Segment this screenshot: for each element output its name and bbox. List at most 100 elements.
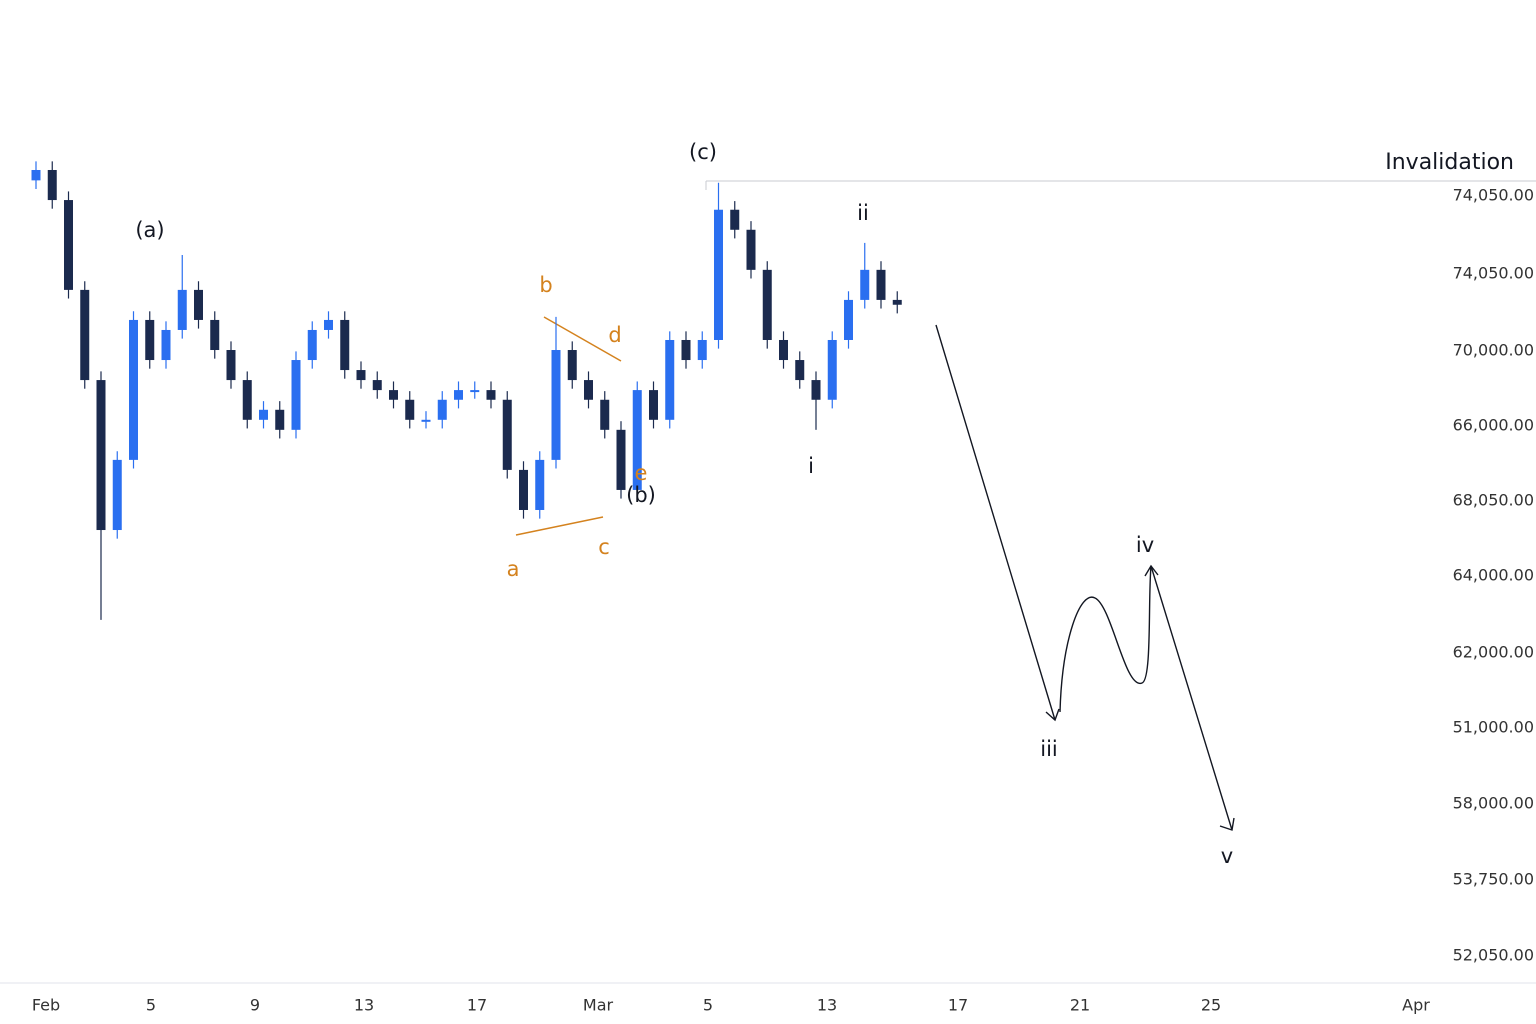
candle-body	[291, 360, 301, 430]
candle-body	[714, 209, 723, 340]
invalidation-label: Invalidation	[1385, 150, 1514, 175]
candle-body	[795, 360, 805, 381]
candle-body	[519, 469, 528, 510]
wave-label: (b)	[626, 483, 656, 507]
candle-body	[161, 329, 171, 361]
candle-body	[470, 390, 480, 393]
candle-body	[697, 339, 707, 361]
candle-body	[567, 350, 577, 381]
candle-body	[421, 419, 431, 422]
candle-body	[129, 319, 138, 460]
candle-body	[80, 289, 90, 381]
x-tick-label: Mar	[583, 996, 614, 1015]
wave-label: iv	[1136, 533, 1154, 557]
candle-body	[275, 409, 285, 430]
x-tick-label: 13	[817, 996, 837, 1015]
candle-body	[649, 390, 658, 420]
triangle-label: e	[635, 461, 648, 485]
candle-body	[242, 380, 252, 420]
y-tick-label: 52,050.00	[1453, 946, 1534, 965]
x-tick-label: 17	[467, 996, 487, 1015]
wave-label: iii	[1040, 737, 1058, 761]
candle-body	[47, 169, 57, 201]
wave-label: i	[808, 454, 814, 478]
candle-body	[551, 350, 561, 460]
candle-body	[811, 380, 821, 400]
y-tick-label: 51,000.00	[1453, 718, 1534, 737]
triangle-label: c	[598, 535, 610, 559]
candle-body	[827, 339, 837, 400]
candle-body	[762, 269, 772, 340]
x-tick-label: Apr	[1402, 996, 1430, 1015]
candle-body	[860, 269, 870, 300]
candle-body	[340, 319, 350, 371]
y-tick-label: 64,000.00	[1453, 566, 1534, 585]
wave-label: ii	[857, 201, 869, 225]
candle-body	[892, 299, 902, 305]
candle-body	[486, 390, 496, 400]
candle-body	[746, 229, 756, 270]
candle-body	[356, 370, 366, 381]
y-tick-label: 68,050.00	[1453, 491, 1534, 510]
y-tick-label: 74,050.00	[1453, 264, 1534, 283]
triangle-label: b	[539, 273, 552, 297]
candle-body	[405, 399, 415, 420]
wave-label: (c)	[689, 140, 717, 164]
candle-body	[389, 390, 398, 400]
y-tick-label: 70,000.00	[1453, 341, 1534, 360]
candle-body	[779, 339, 788, 361]
forecast-leg-iii	[935, 324, 1060, 722]
candle-body	[307, 329, 317, 361]
wave-label: (a)	[135, 218, 164, 242]
forecast-leg-iv	[1059, 564, 1159, 713]
candle-body	[584, 380, 593, 400]
candle-body	[324, 319, 333, 330]
candle-body	[31, 169, 41, 181]
x-tick-label: 25	[1201, 996, 1221, 1015]
candle-body	[616, 429, 626, 490]
triangle-lower	[515, 516, 604, 536]
candle-body	[844, 299, 853, 340]
triangle	[515, 316, 622, 536]
x-tick-label: 21	[1070, 996, 1090, 1015]
candle-body	[194, 289, 203, 320]
candle-body	[681, 339, 691, 361]
candle-body	[437, 399, 447, 420]
x-tick-label: 5	[703, 996, 713, 1015]
y-tick-label: 74,050.00	[1453, 186, 1534, 205]
y-tick-label: 62,000.00	[1453, 643, 1534, 662]
candle-body	[64, 200, 73, 290]
candle-body	[600, 399, 610, 430]
candle-body	[177, 289, 187, 330]
candle-body	[454, 390, 463, 400]
y-tick-label: 53,750.00	[1453, 870, 1534, 889]
triangle-upper	[543, 316, 622, 362]
x-tick-label: 9	[250, 996, 260, 1015]
x-tick-label: 5	[146, 996, 156, 1015]
candle-body	[259, 409, 268, 420]
candle-body	[112, 459, 122, 531]
x-tick-label: 13	[354, 996, 374, 1015]
candle-body	[145, 319, 155, 361]
candle-body	[876, 269, 886, 300]
x-tick-label: 17	[948, 996, 968, 1015]
triangle-label: a	[507, 557, 520, 581]
candle-body	[96, 380, 106, 531]
candle-body	[665, 339, 675, 420]
forecast-path	[935, 324, 1235, 831]
wave-label: v	[1221, 844, 1233, 868]
candle-body	[632, 390, 642, 490]
candle-body	[535, 459, 545, 510]
candle-body	[502, 399, 512, 470]
candles	[31, 161, 902, 620]
y-tick-label: 66,000.00	[1453, 416, 1534, 435]
y-tick-label: 58,000.00	[1453, 794, 1534, 813]
x-tick-label: Feb	[32, 996, 60, 1015]
candle-body	[730, 209, 740, 230]
candle-body	[372, 380, 382, 391]
candle-body	[226, 350, 236, 381]
triangle-label: d	[608, 323, 621, 347]
candle-body	[210, 319, 220, 351]
forecast-leg-v	[1150, 565, 1235, 831]
